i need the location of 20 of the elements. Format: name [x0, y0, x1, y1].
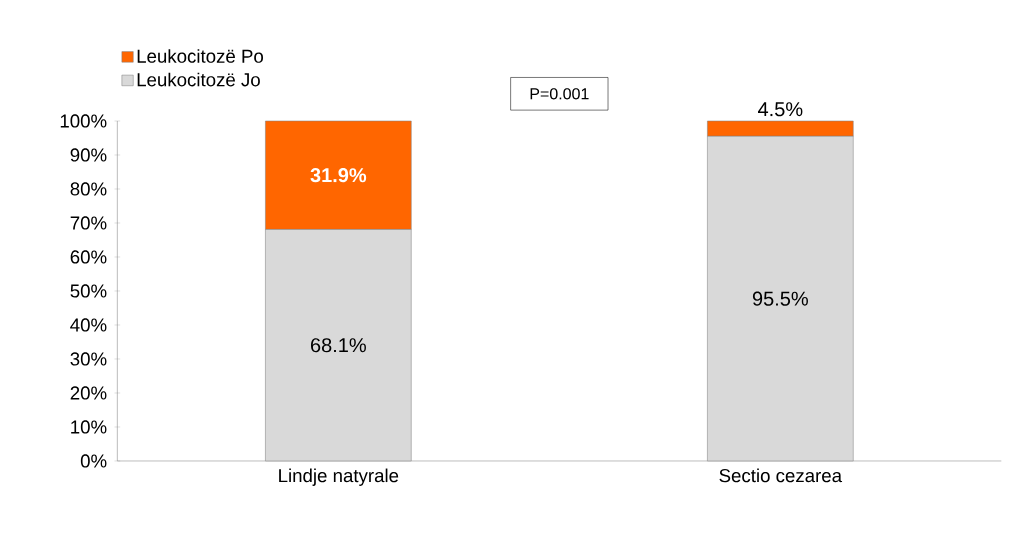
data-label: 68.1% — [311, 338, 366, 353]
legend-label: Leukocitozë Jo — [137, 72, 260, 87]
y-tick-label: 100% — [60, 114, 107, 128]
y-tick-label: 10% — [71, 420, 107, 434]
y-tick-label: 20% — [70, 386, 107, 400]
data-label: 31.9% — [310, 168, 367, 183]
y-tick-label: 60% — [70, 250, 107, 264]
y-tick-label: 80% — [70, 182, 107, 196]
text: P=0.001 — [530, 88, 589, 100]
y-tick-label: 90% — [70, 148, 107, 162]
x-tick-label: Sectio cezarea — [719, 468, 843, 483]
y-tick-label: 40% — [70, 318, 107, 332]
data-label: 4.5% — [758, 102, 803, 117]
y-tick-label: 0% — [80, 454, 107, 468]
y-tick-label: 50% — [70, 284, 107, 298]
data-label: 95.5% — [752, 291, 808, 306]
x-tick-label: Lindje natyrale — [279, 468, 399, 486]
y-tick-label: 30% — [70, 352, 107, 366]
y-tick-label: 70% — [70, 216, 107, 230]
legend-label: Leukocitozë Po — [137, 49, 264, 63]
